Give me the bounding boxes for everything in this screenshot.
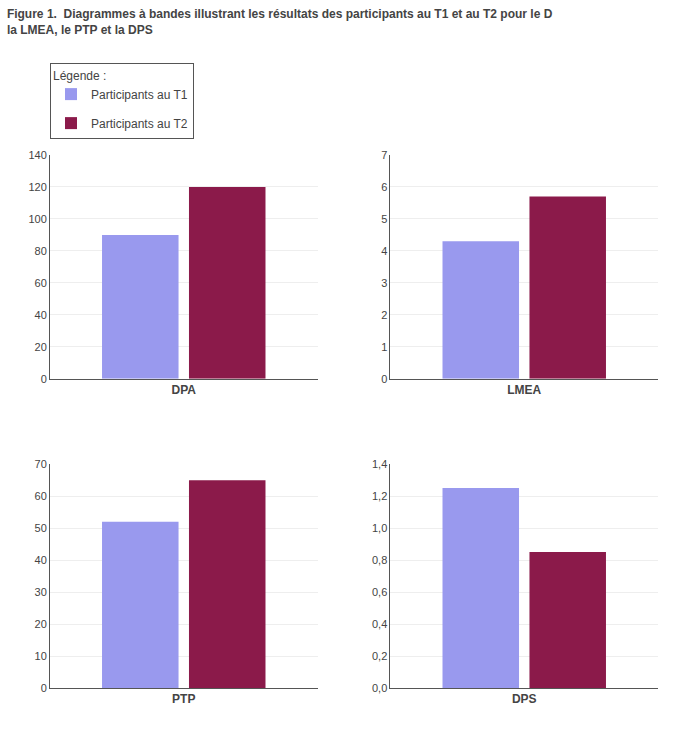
svg-text:0,2: 0,2	[372, 650, 387, 662]
svg-text:PTP: PTP	[172, 692, 195, 706]
svg-text:0,0: 0,0	[372, 682, 387, 694]
svg-text:1: 1	[381, 341, 387, 353]
svg-text:0: 0	[381, 373, 387, 385]
svg-text:60: 60	[35, 490, 47, 502]
svg-text:7: 7	[381, 149, 387, 161]
svg-text:1,2: 1,2	[372, 490, 387, 502]
svg-text:Légende :: Légende :	[53, 69, 106, 83]
svg-text:0,8: 0,8	[372, 554, 387, 566]
svg-text:20: 20	[35, 618, 47, 630]
svg-text:40: 40	[35, 309, 47, 321]
svg-text:2: 2	[381, 309, 387, 321]
svg-text:70: 70	[35, 458, 47, 470]
svg-text:5: 5	[381, 213, 387, 225]
svg-text:60: 60	[35, 277, 47, 289]
svg-text:3: 3	[381, 277, 387, 289]
svg-text:30: 30	[35, 586, 47, 598]
svg-text:40: 40	[35, 554, 47, 566]
svg-text:Figure 1. Diagrammes à bandes: Figure 1. Diagrammes à bandes illustrant…	[7, 7, 553, 37]
svg-text:120: 120	[28, 181, 46, 193]
svg-text:DPA: DPA	[172, 383, 197, 397]
svg-text:1,0: 1,0	[372, 522, 387, 534]
svg-text:4: 4	[381, 245, 387, 257]
svg-text:6: 6	[381, 181, 387, 193]
svg-text:Participants au T1: Participants au T1	[91, 88, 188, 102]
svg-text:80: 80	[35, 245, 47, 257]
svg-text:50: 50	[35, 522, 47, 534]
svg-text:10: 10	[35, 650, 47, 662]
svg-text:LMEA: LMEA	[507, 383, 541, 397]
svg-text:20: 20	[35, 341, 47, 353]
svg-text:0,6: 0,6	[372, 586, 387, 598]
svg-text:0: 0	[41, 373, 47, 385]
svg-text:DPS: DPS	[512, 692, 537, 706]
svg-text:1,4: 1,4	[372, 458, 387, 470]
svg-text:Participants au T2: Participants au T2	[91, 117, 188, 131]
svg-text:0,4: 0,4	[372, 618, 387, 630]
svg-text:0: 0	[41, 682, 47, 694]
svg-text:140: 140	[28, 149, 46, 161]
svg-text:100: 100	[28, 213, 46, 225]
